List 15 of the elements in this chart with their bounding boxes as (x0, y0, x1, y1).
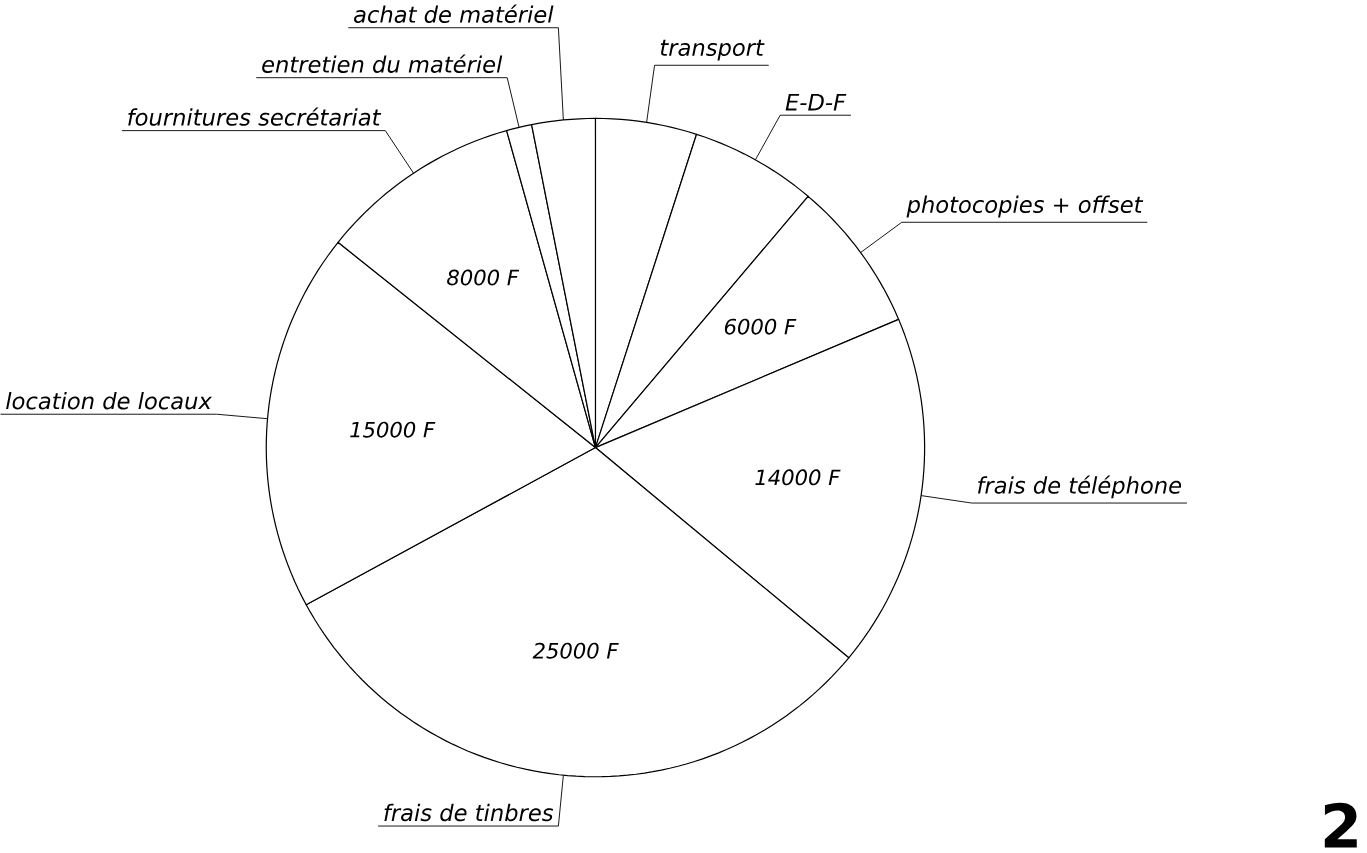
slice-label: fournitures secrétariat (128, 107, 382, 127)
slice-label: E-D-F (785, 94, 847, 111)
slice-label: frais de tinbres (384, 803, 554, 822)
slice-label: entretien du matériel (262, 54, 503, 74)
data-label: 14000 F (755, 469, 841, 486)
text: 2 (1324, 802, 1357, 848)
slice-label: photocopies + offset (906, 195, 1144, 218)
slice-label: frais de téléphone (978, 475, 1182, 499)
slice-label: transport (660, 40, 765, 61)
slice-label: achat de matériel (354, 4, 554, 24)
data-label: 8000 F (447, 269, 520, 286)
slice-label: location de locaux (6, 392, 213, 410)
data-label: 25000 F (532, 642, 619, 659)
data-label: 15000 F (350, 421, 436, 438)
data-label: 6000 F (724, 318, 797, 335)
